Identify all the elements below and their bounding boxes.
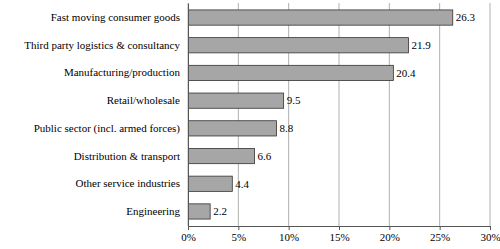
- x-tick-mark: [389, 226, 390, 230]
- data-label: 26.3: [456, 11, 476, 23]
- bar: [188, 10, 453, 25]
- y-tick-label: Engineering: [126, 205, 180, 217]
- y-tick-label: Other service industries: [76, 177, 180, 189]
- grid-line: [188, 3, 189, 226]
- data-label: 21.9: [411, 39, 431, 51]
- data-label: 20.4: [396, 67, 416, 79]
- y-tick: Third party logistics & consultancy: [24, 39, 188, 51]
- x-tick-mark: [238, 226, 239, 230]
- grid: [188, 3, 490, 226]
- y-tick: Engineering: [126, 205, 188, 217]
- data-labels: 26.3 21.9 20.4 9.5 8.8 6.6 4.4 2.2: [213, 11, 475, 217]
- y-tick-label: Manufacturing/production: [64, 66, 181, 78]
- y-tick: Other service industries: [76, 177, 188, 189]
- x-tick-mark: [339, 226, 340, 230]
- data-label: 6.6: [257, 150, 271, 162]
- x-tick: 25%: [430, 226, 450, 243]
- grid-line: [339, 3, 340, 226]
- x-axis-line: [189, 227, 491, 231]
- x-tick-mark: [188, 226, 189, 230]
- grid-line: [389, 3, 390, 226]
- x-tick-mark: [289, 226, 290, 230]
- data-label: 9.5: [287, 94, 301, 106]
- data-label: 4.4: [235, 178, 249, 190]
- data-label: 2.2: [213, 205, 227, 217]
- x-tick-label: 20%: [380, 231, 400, 243]
- x-tick: 0%: [181, 226, 196, 243]
- grid-line: [288, 3, 289, 226]
- x-tick: 20%: [380, 226, 400, 243]
- y-tick-label: Distribution & transport: [74, 150, 180, 162]
- grid-line: [490, 3, 491, 226]
- x-tick-label: 10%: [279, 231, 299, 243]
- data-label: 8.8: [280, 122, 294, 134]
- x-axis: 0% 5% 10% 15% 20% 25% 30%: [181, 226, 500, 243]
- x-tick: 5%: [231, 226, 246, 243]
- x-tick-label: 15%: [329, 231, 349, 243]
- grid-line: [439, 3, 440, 226]
- x-tick-label: 30%: [480, 231, 500, 243]
- bar: [188, 204, 210, 219]
- bar: [188, 93, 284, 108]
- x-tick-label: 5%: [231, 231, 246, 243]
- bar: [188, 38, 408, 53]
- y-tick-label: Public sector (incl. armed forces): [34, 122, 181, 135]
- y-axis: Fast moving consumer goods Third party lo…: [24, 4, 188, 227]
- y-tick: Retail/wholesale: [107, 94, 188, 106]
- y-tick: Distribution & transport: [74, 150, 188, 162]
- bar: [188, 176, 232, 191]
- x-tick-mark: [490, 226, 491, 230]
- y-tick: Manufacturing/production: [64, 66, 188, 78]
- plot: 26.3 21.9 20.4 9.5 8.8 6.6 4.4 2.2 0% 5% 10% 15% 20%…: [24, 3, 500, 243]
- y-tick-label: Retail/wholesale: [107, 94, 180, 106]
- y-tick-label: Third party logistics & consultancy: [24, 39, 180, 51]
- y-axis-line: [188, 4, 189, 227]
- bar: [188, 121, 277, 136]
- x-tick-label: 0%: [181, 231, 196, 243]
- bar: [188, 148, 254, 163]
- bars: [188, 10, 453, 219]
- x-tick: 15%: [329, 226, 349, 243]
- chart: 26.3 21.9 20.4 9.5 8.8 6.6 4.4 2.2 0% 5% 10% 15% 20%…: [0, 0, 500, 249]
- bar: [188, 65, 393, 80]
- grid-line: [238, 3, 239, 226]
- y-tick: Fast moving consumer goods: [51, 11, 188, 23]
- x-tick: 10%: [279, 226, 299, 243]
- x-tick-mark: [440, 226, 441, 230]
- y-tick-label: Fast moving consumer goods: [51, 11, 180, 23]
- y-tick: Public sector (incl. armed forces): [34, 122, 188, 135]
- x-tick-label: 25%: [430, 231, 450, 243]
- x-tick: 30%: [480, 226, 500, 243]
